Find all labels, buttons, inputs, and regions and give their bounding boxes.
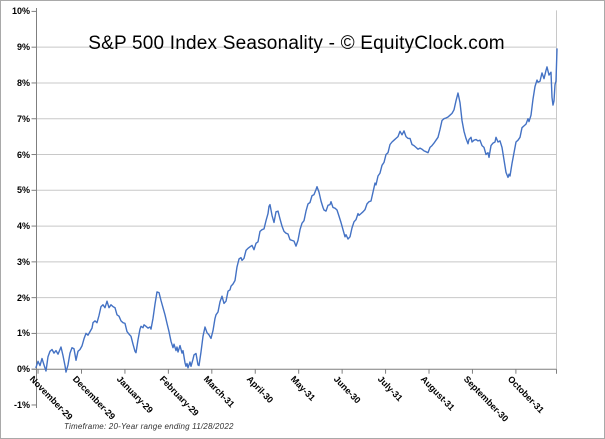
chart-title: S&P 500 Index Seasonality - © EquityCloc… [88,33,505,54]
y-axis-label: 0% [16,364,30,375]
y-axis-label: 2% [16,292,30,303]
y-axis-label: 5% [16,185,30,196]
y-axis-label: 1% [16,328,30,339]
y-axis-label: 8% [16,77,30,88]
y-axis-label: 4% [16,221,30,232]
y-axis-label: 10% [11,6,30,17]
y-axis-label: 7% [16,113,30,124]
y-axis-label: 9% [16,42,30,53]
timeframe-footnote: Timeframe: 20-Year range ending 11/28/20… [64,422,234,431]
seasonality-line [35,48,558,373]
y-axis-label: 6% [16,149,30,160]
y-axis-label: -1% [13,399,30,410]
y-axis-label: 3% [16,256,30,267]
